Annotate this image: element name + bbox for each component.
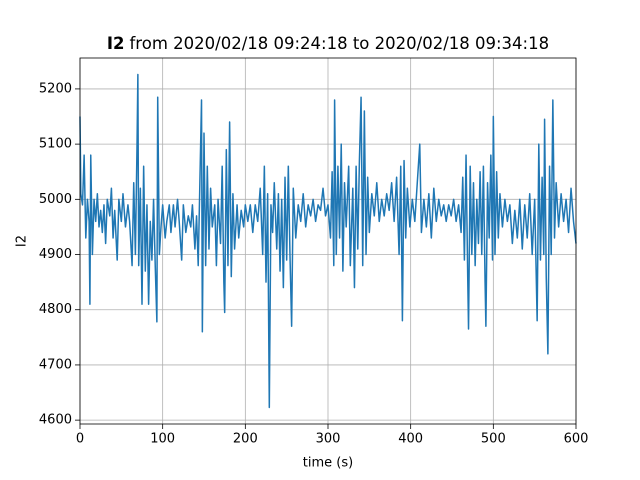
title-variable: I2 [107,34,125,53]
data-line [79,73,577,409]
y-tick-label: 5200 [39,81,72,96]
x-tick-label: 600 [564,432,589,447]
x-tick-label: 300 [316,432,341,447]
x-tick-label: 400 [398,432,423,447]
y-tick-label: 4900 [39,247,72,262]
y-tick-label: 4800 [39,302,72,317]
y-tick-label: 5100 [39,137,72,152]
x-tick-label: 200 [233,432,258,447]
chart-title: I2 from 2020/02/18 09:24:18 to 2020/02/18… [107,34,549,53]
y-tick-label: 5000 [39,192,72,207]
x-tick-label: 0 [76,432,84,447]
x-tick-label: 100 [150,432,175,447]
y-axis-label: I2 [15,235,30,247]
y-tick-label: 4700 [39,357,72,372]
plot-frame [79,57,577,425]
x-axis-label: time (s) [303,456,353,471]
x-tick-label: 500 [481,432,506,447]
title-text: from 2020/02/18 09:24:18 to 2020/02/18 0… [130,34,550,53]
y-tick-label: 4600 [39,413,72,428]
